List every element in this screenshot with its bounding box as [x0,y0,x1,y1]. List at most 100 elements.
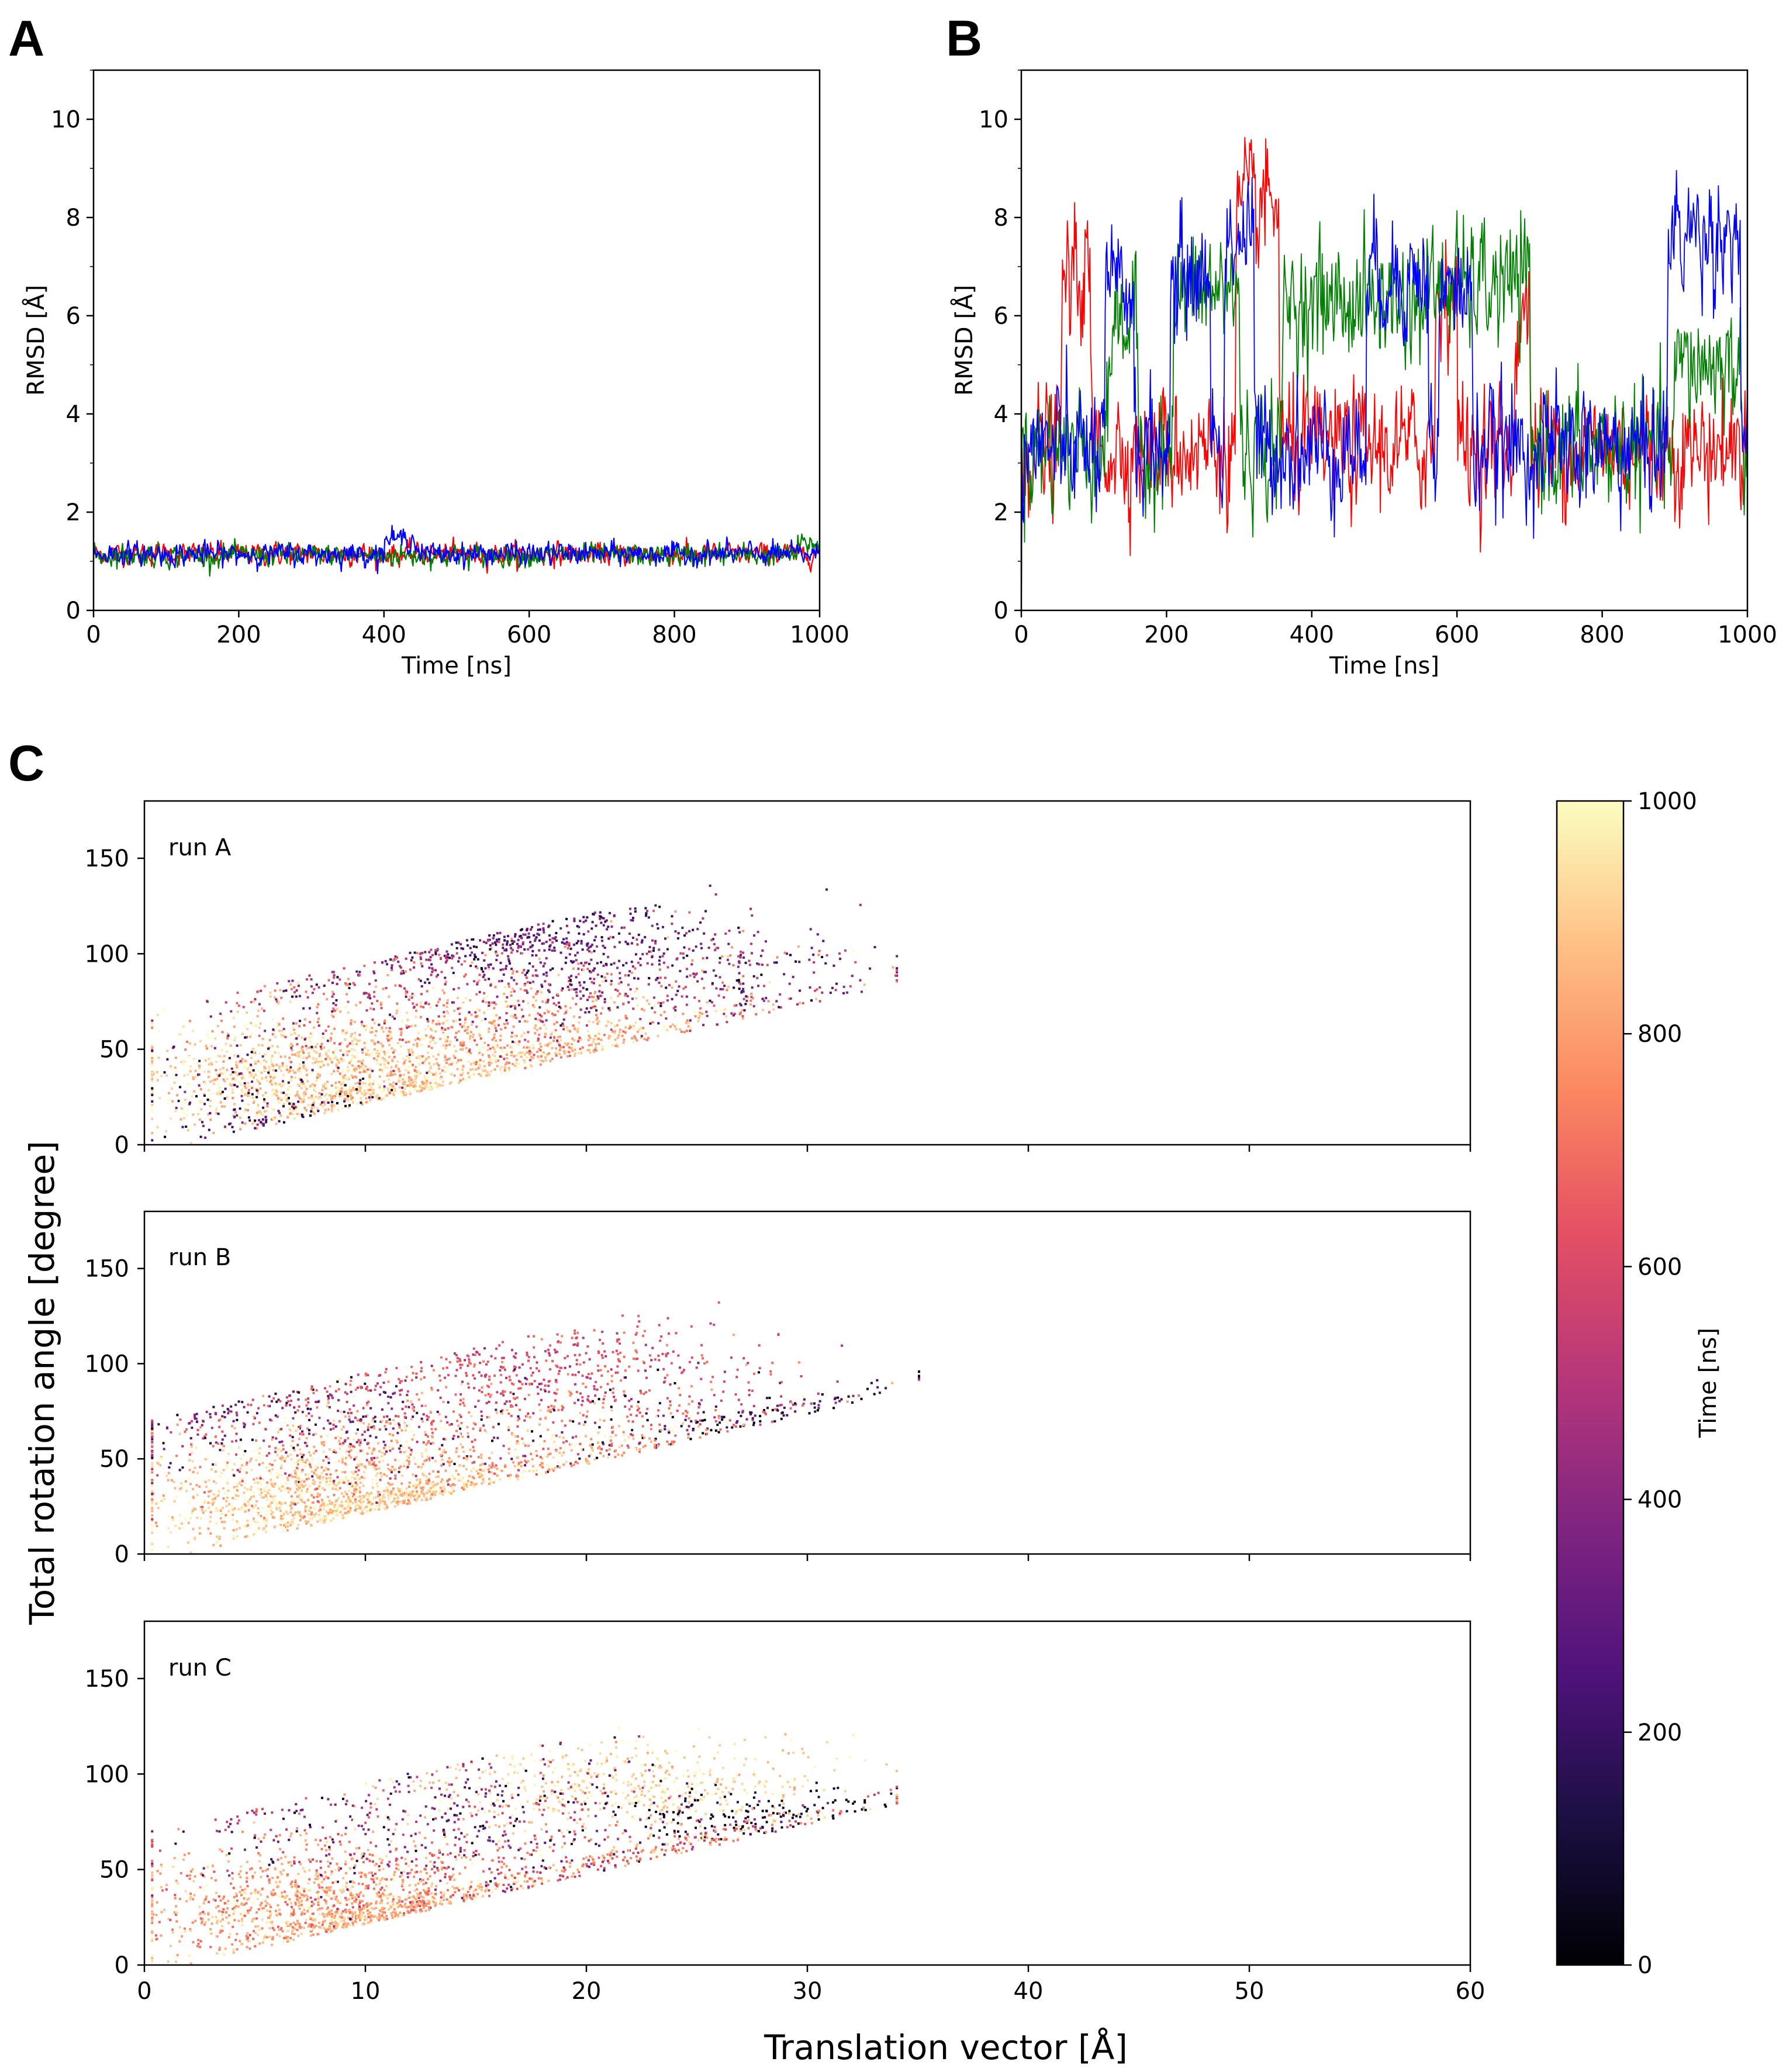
scatter-point [196,1062,199,1065]
scatter-point [360,1065,362,1068]
scatter-point [369,1094,372,1097]
scatter-point [443,954,446,957]
scatter-point [236,1002,239,1004]
scatter-point [624,974,627,977]
scatter-point [172,1481,175,1483]
scatter-point [276,982,279,985]
scatter-point [468,1011,471,1014]
scatter-point [298,1494,300,1497]
scatter-point [538,1443,541,1446]
scatter-point [495,1040,498,1042]
scatter-point [299,1458,301,1461]
scatter-point [375,1019,378,1022]
scatter-point [376,1049,379,1052]
scatter-point [229,1445,232,1448]
scatter-point [578,981,581,984]
scatter-point [210,1061,213,1064]
scatter-point [639,1018,642,1020]
scatter-point [869,967,872,970]
scatter-point [400,1090,403,1093]
scatter-point [215,1107,218,1110]
scatter-point [493,1007,496,1010]
scatter-point [478,1064,481,1067]
scatter-point [541,985,544,988]
scatter-point [445,1040,448,1042]
scatter-point [226,1037,229,1040]
scatter-point [381,1056,384,1059]
scatter-point [420,1404,423,1407]
scatter-point [783,973,786,976]
scatter-point [294,1491,297,1494]
scatter-point [678,1387,680,1390]
scatter-point [284,1501,286,1504]
scatter-point [272,1117,275,1120]
scatter-point [638,1320,641,1323]
scatter-point [192,1058,195,1061]
scatter-point [459,1403,462,1405]
scatter-point [260,1113,262,1116]
scatter-point [466,1486,469,1488]
scatter-point [304,1093,307,1096]
scatter-point [727,942,730,945]
scatter-point [351,1054,354,1057]
scatter-point [420,1083,423,1086]
scatter-point [739,1011,742,1014]
scatter-point [812,954,815,956]
scatter-point [326,1040,329,1042]
scatter-point [412,1051,414,1054]
scatter-point [723,1013,726,1016]
scatter-point [733,986,735,989]
scatter-point [346,1050,348,1053]
scatter-point [593,949,596,952]
scatter-point [266,1079,269,1082]
scatter-point [167,1479,170,1482]
scatter-point [383,1051,386,1054]
scatter-point [443,1011,445,1014]
scatter-point [438,998,441,1001]
scatter-point [453,1009,456,1012]
scatter-point [486,1049,489,1052]
scatter-point [355,1088,358,1091]
scatter-point [577,968,580,970]
scatter-point [386,1034,389,1037]
scatter-point [315,1090,317,1093]
scatter-point [426,1491,429,1494]
scatter-point [521,1015,524,1018]
scatter-point [474,953,476,956]
scatter-point [780,1404,783,1406]
scatter-point [432,1037,435,1040]
scatter-point [199,1088,202,1091]
scatter-point [547,1405,550,1408]
scatter-point [679,1394,682,1397]
scatter-point [409,951,412,954]
scatter-point [453,1045,456,1048]
scatter-point [488,1400,490,1403]
scatter-point [726,958,729,961]
scatter-point [350,1019,353,1022]
scatter-point [243,1525,246,1528]
scatter-point [517,945,520,948]
scatter-point [165,1474,168,1477]
scatter-point [544,1056,547,1059]
scatter-point [444,983,447,986]
scatter-point [266,1513,269,1516]
scatter-point [445,950,448,953]
scatter-point [554,1348,556,1351]
scatter-point [497,1059,500,1062]
scatter-point [317,1110,320,1113]
scatter-point [151,1483,154,1486]
scatter-point [646,910,648,913]
scatter-point [750,992,753,995]
scatter-point [506,1061,509,1064]
scatter-point [558,1006,561,1008]
scatter-point [462,1001,465,1004]
scatter-point [500,1028,503,1031]
scatter-point [431,1027,434,1030]
scatter-point [685,1415,688,1418]
scatter-point [211,1079,214,1082]
scatter-point [842,992,845,994]
scatter-point [575,959,578,962]
scatter-point [713,1323,716,1326]
scatter-point [402,1500,405,1503]
scatter-point [167,1099,170,1101]
